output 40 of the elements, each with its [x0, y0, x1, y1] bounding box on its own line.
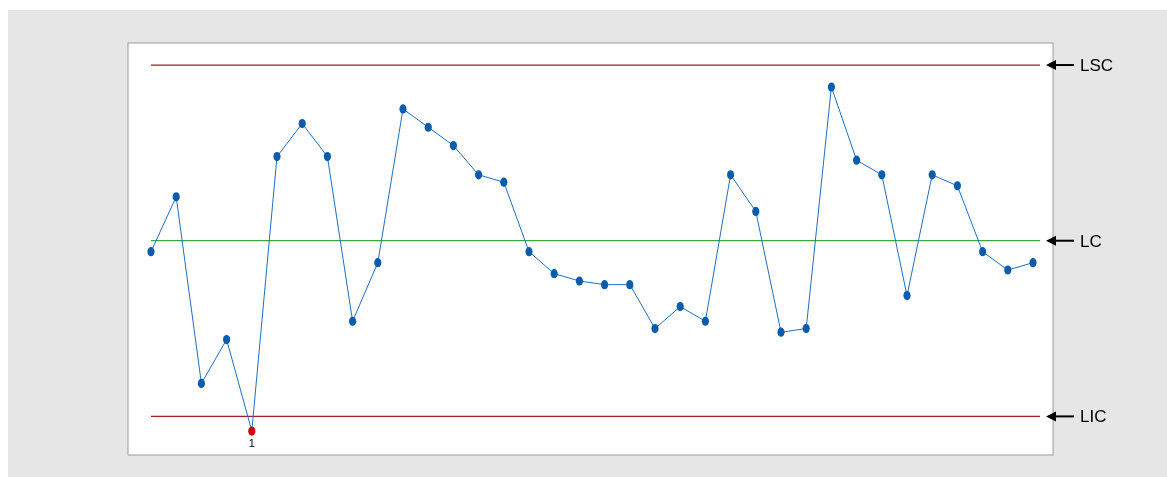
- point: [475, 170, 483, 180]
- point: [575, 276, 583, 286]
- point: [172, 192, 180, 202]
- point: [500, 177, 508, 187]
- point: [273, 151, 281, 162]
- point: [752, 206, 760, 217]
- point: [248, 426, 256, 436]
- point: [399, 104, 407, 114]
- ref-line-label: LC: [1080, 231, 1102, 251]
- point: [197, 378, 205, 389]
- point: [323, 151, 331, 162]
- point: [223, 334, 231, 345]
- point: [550, 269, 558, 279]
- point: [903, 291, 911, 301]
- point: [802, 323, 810, 334]
- point: [727, 170, 735, 180]
- point: [651, 323, 659, 334]
- point: [374, 258, 382, 268]
- ref-line-label: LSC: [1080, 56, 1114, 76]
- point: [777, 327, 785, 337]
- annotation: 1: [248, 437, 255, 450]
- point: [953, 181, 961, 191]
- point: [853, 155, 861, 165]
- point: [349, 316, 357, 326]
- point: [1004, 265, 1012, 275]
- ref-line-label: LIC: [1080, 407, 1107, 427]
- point: [928, 170, 936, 180]
- point: [601, 280, 609, 290]
- point: [878, 170, 886, 180]
- point: [979, 247, 987, 257]
- point: [424, 122, 432, 132]
- point: [298, 119, 306, 129]
- point: [449, 140, 457, 151]
- point: [676, 302, 684, 312]
- point: [147, 247, 155, 257]
- point: [701, 316, 709, 326]
- point: [827, 82, 835, 92]
- point: [626, 280, 634, 290]
- point: [1029, 258, 1037, 268]
- point: [525, 247, 533, 257]
